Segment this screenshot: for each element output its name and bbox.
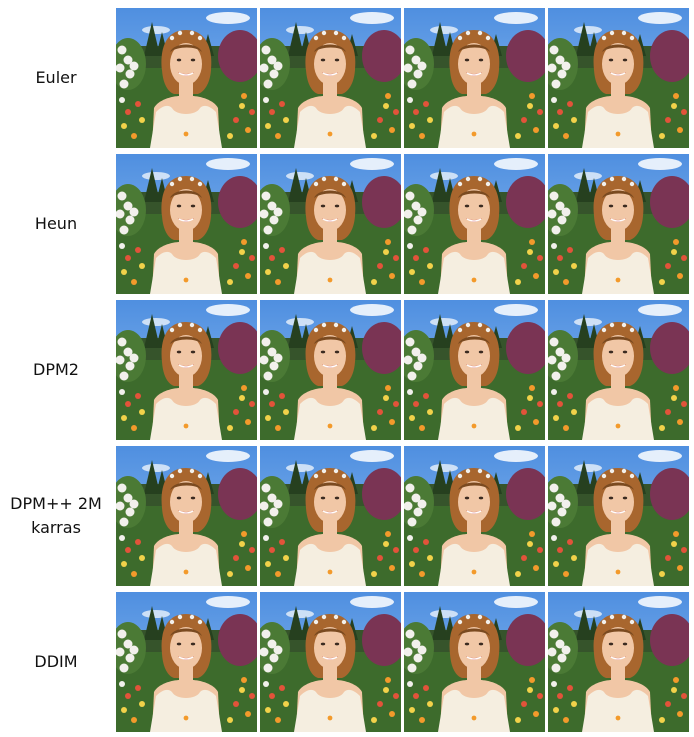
portrait-image bbox=[260, 446, 401, 586]
portrait-illustration bbox=[548, 300, 689, 440]
portrait-illustration bbox=[260, 8, 401, 148]
portrait-illustration bbox=[260, 592, 401, 732]
portrait-illustration bbox=[116, 154, 257, 294]
portrait-image bbox=[260, 154, 401, 294]
grid-row-dpm2: DPM2 bbox=[0, 300, 694, 440]
grid-row-heun: Heun bbox=[0, 154, 694, 294]
portrait-image bbox=[548, 446, 689, 586]
portrait-illustration bbox=[260, 446, 401, 586]
portrait-illustration bbox=[116, 8, 257, 148]
portrait-illustration bbox=[116, 300, 257, 440]
grid-row-euler: Euler bbox=[0, 8, 694, 148]
portrait-illustration bbox=[116, 592, 257, 732]
portrait-image bbox=[116, 8, 257, 148]
row-label: Heun bbox=[34, 214, 78, 233]
portrait-image bbox=[260, 300, 401, 440]
portrait-illustration bbox=[404, 8, 545, 148]
portrait-image bbox=[548, 154, 689, 294]
portrait-illustration bbox=[548, 592, 689, 732]
portrait-image bbox=[404, 446, 545, 586]
portrait-image bbox=[116, 300, 257, 440]
row-label: Euler bbox=[35, 68, 77, 87]
portrait-image bbox=[260, 592, 401, 732]
portrait-image bbox=[116, 154, 257, 294]
portrait-image bbox=[260, 8, 401, 148]
portrait-image bbox=[548, 592, 689, 732]
portrait-illustration bbox=[260, 300, 401, 440]
portrait-illustration bbox=[404, 154, 545, 294]
portrait-image bbox=[548, 300, 689, 440]
portrait-image bbox=[404, 154, 545, 294]
portrait-image bbox=[404, 592, 545, 732]
row-label: DPM++ 2M karras bbox=[10, 494, 102, 537]
portrait-illustration bbox=[548, 446, 689, 586]
portrait-image bbox=[404, 8, 545, 148]
portrait-image bbox=[548, 8, 689, 148]
portrait-illustration bbox=[260, 154, 401, 294]
portrait-image bbox=[116, 446, 257, 586]
portrait-illustration bbox=[548, 8, 689, 148]
portrait-illustration bbox=[548, 154, 689, 294]
portrait-illustration bbox=[404, 592, 545, 732]
row-label: DPM2 bbox=[33, 360, 79, 379]
grid-row-ddim: DDIM bbox=[0, 592, 694, 732]
portrait-illustration bbox=[116, 446, 257, 586]
grid-row-dpmpp-2m-karras: DPM++ 2M karras bbox=[0, 446, 694, 586]
portrait-illustration bbox=[404, 446, 545, 586]
portrait-image bbox=[404, 300, 545, 440]
portrait-image bbox=[116, 592, 257, 732]
row-label: DDIM bbox=[34, 652, 78, 671]
portrait-illustration bbox=[404, 300, 545, 440]
